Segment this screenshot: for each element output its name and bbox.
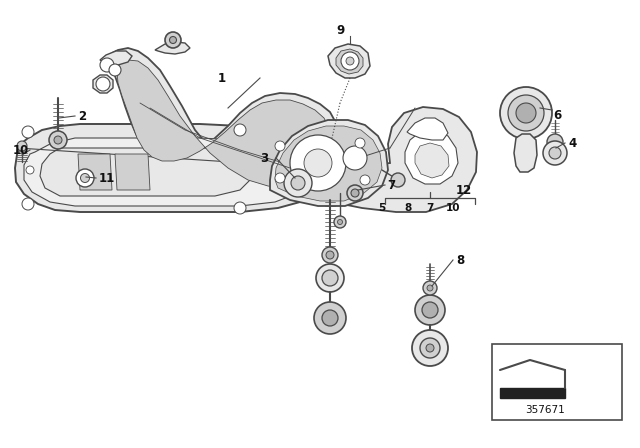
- Circle shape: [76, 169, 94, 187]
- Polygon shape: [270, 120, 388, 206]
- Polygon shape: [407, 118, 448, 140]
- Circle shape: [346, 57, 354, 65]
- Circle shape: [22, 126, 34, 138]
- Text: 10: 10: [13, 143, 29, 156]
- Text: 8: 8: [456, 254, 464, 267]
- Text: 6: 6: [553, 108, 561, 121]
- Circle shape: [508, 95, 544, 131]
- Circle shape: [54, 136, 62, 144]
- Circle shape: [326, 251, 334, 259]
- Circle shape: [423, 281, 437, 295]
- Circle shape: [415, 295, 445, 325]
- Circle shape: [316, 264, 344, 292]
- Text: 5: 5: [378, 203, 386, 213]
- Circle shape: [234, 124, 246, 136]
- Circle shape: [337, 220, 342, 224]
- Polygon shape: [24, 138, 306, 206]
- Circle shape: [17, 141, 27, 151]
- Circle shape: [360, 175, 370, 185]
- Circle shape: [304, 149, 332, 177]
- Polygon shape: [514, 134, 537, 172]
- Circle shape: [516, 103, 536, 123]
- Polygon shape: [100, 51, 132, 65]
- Circle shape: [322, 310, 338, 326]
- Circle shape: [549, 147, 561, 159]
- Circle shape: [426, 344, 434, 352]
- Circle shape: [322, 270, 338, 286]
- Circle shape: [547, 134, 563, 150]
- Circle shape: [170, 36, 177, 43]
- Circle shape: [275, 141, 285, 151]
- Polygon shape: [328, 44, 370, 78]
- Text: 4: 4: [568, 137, 576, 150]
- Polygon shape: [415, 143, 449, 178]
- Circle shape: [234, 202, 246, 214]
- Circle shape: [284, 169, 312, 197]
- Text: 7: 7: [426, 203, 434, 213]
- Circle shape: [314, 302, 346, 334]
- Polygon shape: [40, 148, 252, 196]
- Circle shape: [351, 189, 359, 197]
- FancyBboxPatch shape: [492, 344, 622, 420]
- Circle shape: [343, 146, 367, 170]
- Circle shape: [26, 166, 34, 174]
- Polygon shape: [275, 126, 382, 201]
- Circle shape: [412, 330, 448, 366]
- Circle shape: [109, 64, 121, 76]
- Circle shape: [500, 87, 552, 139]
- Circle shape: [291, 176, 305, 190]
- Circle shape: [96, 77, 110, 91]
- Circle shape: [100, 58, 114, 72]
- Circle shape: [341, 52, 359, 70]
- Text: 9: 9: [336, 23, 344, 36]
- Polygon shape: [500, 388, 565, 398]
- Circle shape: [543, 141, 567, 165]
- Text: 1: 1: [218, 72, 226, 85]
- Polygon shape: [117, 60, 333, 188]
- Text: 12: 12: [456, 184, 472, 197]
- Circle shape: [22, 198, 34, 210]
- Circle shape: [49, 131, 67, 149]
- Circle shape: [322, 247, 338, 263]
- Polygon shape: [155, 42, 190, 54]
- Polygon shape: [405, 130, 458, 184]
- Polygon shape: [336, 49, 363, 74]
- Text: 7: 7: [387, 178, 395, 191]
- Circle shape: [427, 285, 433, 291]
- Circle shape: [334, 216, 346, 228]
- Circle shape: [165, 32, 181, 48]
- Circle shape: [422, 302, 438, 318]
- Text: 3: 3: [260, 151, 268, 164]
- Circle shape: [275, 173, 285, 183]
- Polygon shape: [105, 48, 338, 185]
- Polygon shape: [115, 154, 150, 190]
- Circle shape: [355, 138, 365, 148]
- Polygon shape: [15, 124, 328, 212]
- Polygon shape: [93, 75, 113, 93]
- Text: 2: 2: [78, 109, 86, 122]
- Circle shape: [347, 185, 363, 201]
- Circle shape: [420, 338, 440, 358]
- Text: 8: 8: [404, 203, 412, 213]
- Polygon shape: [287, 107, 477, 212]
- Circle shape: [391, 173, 405, 187]
- Polygon shape: [78, 154, 112, 190]
- Text: 10: 10: [445, 203, 460, 213]
- Text: 357671: 357671: [525, 405, 565, 415]
- Circle shape: [290, 135, 346, 191]
- Circle shape: [81, 173, 90, 182]
- Text: 11: 11: [99, 172, 115, 185]
